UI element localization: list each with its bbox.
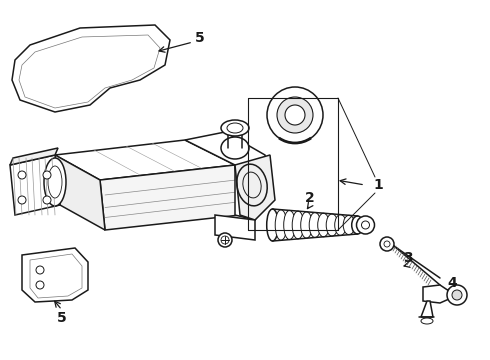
Polygon shape xyxy=(423,285,449,303)
Ellipse shape xyxy=(275,210,287,240)
Ellipse shape xyxy=(284,210,295,240)
Text: 5: 5 xyxy=(195,31,205,45)
Polygon shape xyxy=(55,140,235,180)
Ellipse shape xyxy=(221,137,249,159)
Text: 2: 2 xyxy=(305,191,315,205)
Text: 4: 4 xyxy=(447,276,457,290)
Polygon shape xyxy=(215,215,255,240)
Circle shape xyxy=(267,87,323,143)
Ellipse shape xyxy=(326,214,338,236)
Circle shape xyxy=(43,196,51,204)
Ellipse shape xyxy=(292,211,304,239)
Polygon shape xyxy=(22,248,88,302)
Ellipse shape xyxy=(318,213,329,237)
Circle shape xyxy=(362,221,369,229)
Circle shape xyxy=(18,196,26,204)
Ellipse shape xyxy=(44,158,66,206)
Ellipse shape xyxy=(48,166,62,198)
Ellipse shape xyxy=(421,318,433,324)
Circle shape xyxy=(277,97,313,133)
Circle shape xyxy=(18,171,26,179)
Circle shape xyxy=(447,285,467,305)
Text: 3: 3 xyxy=(403,251,413,265)
Polygon shape xyxy=(235,155,275,220)
Circle shape xyxy=(452,290,462,300)
Polygon shape xyxy=(421,301,433,317)
Polygon shape xyxy=(100,165,240,230)
Ellipse shape xyxy=(301,212,312,238)
Ellipse shape xyxy=(352,216,363,234)
Circle shape xyxy=(36,266,44,274)
Circle shape xyxy=(43,171,51,179)
Ellipse shape xyxy=(343,215,355,235)
Ellipse shape xyxy=(221,120,249,136)
Polygon shape xyxy=(10,148,58,165)
Polygon shape xyxy=(10,155,60,215)
Polygon shape xyxy=(55,155,105,230)
Text: 5: 5 xyxy=(57,311,67,325)
Circle shape xyxy=(285,105,305,125)
Circle shape xyxy=(218,233,232,247)
Circle shape xyxy=(36,281,44,289)
Ellipse shape xyxy=(335,215,346,235)
Circle shape xyxy=(380,237,394,251)
Ellipse shape xyxy=(267,209,278,241)
Circle shape xyxy=(384,241,390,247)
Polygon shape xyxy=(12,25,170,112)
Circle shape xyxy=(357,216,374,234)
Ellipse shape xyxy=(309,212,321,238)
Polygon shape xyxy=(185,132,270,220)
Ellipse shape xyxy=(227,123,243,133)
Text: 1: 1 xyxy=(373,178,383,192)
Circle shape xyxy=(221,236,229,244)
